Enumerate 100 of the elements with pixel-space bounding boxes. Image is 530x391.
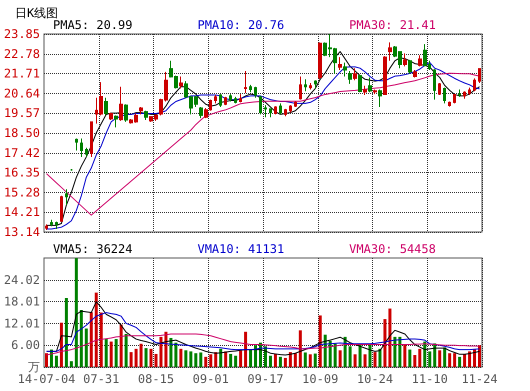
y-tick-label: 16.35 xyxy=(4,166,40,180)
bar xyxy=(189,351,192,367)
candlestick xyxy=(368,76,372,93)
bar xyxy=(298,330,302,367)
bar xyxy=(358,344,362,367)
bar xyxy=(418,348,422,367)
text: PMA10: 20.76 xyxy=(197,18,284,32)
bar xyxy=(219,348,222,367)
candlestick xyxy=(378,88,382,108)
candlestick xyxy=(114,114,118,128)
bar xyxy=(174,342,178,367)
bar xyxy=(120,324,123,367)
bar xyxy=(288,352,292,367)
bar xyxy=(114,339,118,367)
bar xyxy=(294,353,297,367)
candlestick xyxy=(383,56,387,96)
bar xyxy=(194,353,198,367)
candlestick xyxy=(473,78,476,92)
bar xyxy=(354,354,357,367)
candlestick xyxy=(463,90,466,100)
candlestick xyxy=(363,85,367,96)
candlestick xyxy=(284,108,287,117)
text: VMA10: 41131 xyxy=(197,242,284,256)
text: VMA5: 36224 xyxy=(53,242,132,256)
y-tick-label: 21.71 xyxy=(4,66,40,81)
bar xyxy=(134,348,138,367)
bar xyxy=(254,345,258,367)
bar xyxy=(169,338,172,367)
candlestick xyxy=(478,68,481,84)
candlestick xyxy=(124,104,128,122)
candlestick xyxy=(418,54,422,67)
candlestick xyxy=(294,100,297,108)
candlestick xyxy=(139,106,143,115)
candlestick xyxy=(144,110,148,120)
candlestick xyxy=(348,70,352,84)
text: PMA30: 21.41 xyxy=(349,18,436,32)
y-tick-label: 18.50 xyxy=(4,126,40,140)
bar xyxy=(90,312,93,367)
bar xyxy=(403,344,406,367)
y-tick-label: 12.01 xyxy=(4,316,40,330)
candlestick xyxy=(448,100,451,108)
bar xyxy=(140,344,143,367)
candlestick xyxy=(304,78,307,92)
bar xyxy=(264,346,267,367)
candlestick xyxy=(50,219,53,227)
y-tick-label: 23.85 xyxy=(4,27,40,41)
candlestick xyxy=(60,195,63,222)
bar xyxy=(338,350,342,367)
y-tick-label: 24.02 xyxy=(4,272,40,287)
line-series xyxy=(46,312,480,352)
candlestick xyxy=(75,138,78,151)
candlestick xyxy=(104,97,108,116)
bar xyxy=(364,354,367,367)
bar xyxy=(184,350,188,367)
candlestick xyxy=(318,42,322,80)
bar xyxy=(199,352,202,367)
bar xyxy=(74,258,78,367)
candlestick xyxy=(214,94,217,104)
bar xyxy=(468,351,472,367)
bar xyxy=(54,356,58,367)
candlestick xyxy=(358,74,362,93)
bar xyxy=(159,336,162,367)
candlestick xyxy=(309,82,312,90)
bar xyxy=(318,315,322,367)
candlestick xyxy=(199,106,203,119)
y-tick-label: 19.57 xyxy=(4,106,40,120)
candlestick xyxy=(453,94,456,104)
bar xyxy=(234,356,238,367)
candlestick xyxy=(279,102,282,115)
bar xyxy=(110,342,113,367)
bar xyxy=(224,351,228,367)
candlestick xyxy=(45,224,48,230)
bar xyxy=(179,348,182,367)
x-tick-label: 11-10 xyxy=(412,372,448,386)
candlestick xyxy=(269,108,272,118)
bar xyxy=(393,336,396,367)
bar xyxy=(278,356,282,367)
candlestick xyxy=(234,96,237,104)
candlestick xyxy=(338,56,342,71)
candlestick xyxy=(274,106,277,115)
candlestick xyxy=(314,80,317,90)
y-tick-label: 22.78 xyxy=(4,46,40,61)
bar xyxy=(244,332,248,367)
bar xyxy=(239,350,242,367)
bar xyxy=(373,352,376,367)
x-tick-label: 08-15 xyxy=(138,372,174,386)
bar xyxy=(284,358,287,367)
candlestick xyxy=(65,188,68,206)
bar xyxy=(438,350,442,367)
bar xyxy=(473,350,476,367)
bar xyxy=(328,340,332,367)
bar xyxy=(388,308,392,367)
y-tick-label: 14.21 xyxy=(4,205,40,220)
candlestick xyxy=(468,87,471,96)
x-tick-label: 10-09 xyxy=(302,372,338,386)
x-tick-label: 09-01 xyxy=(192,372,229,386)
candlestick xyxy=(85,147,88,158)
candlestick xyxy=(80,138,83,158)
candlestick xyxy=(388,42,392,62)
y-tick-label: 18.01 xyxy=(4,294,40,309)
